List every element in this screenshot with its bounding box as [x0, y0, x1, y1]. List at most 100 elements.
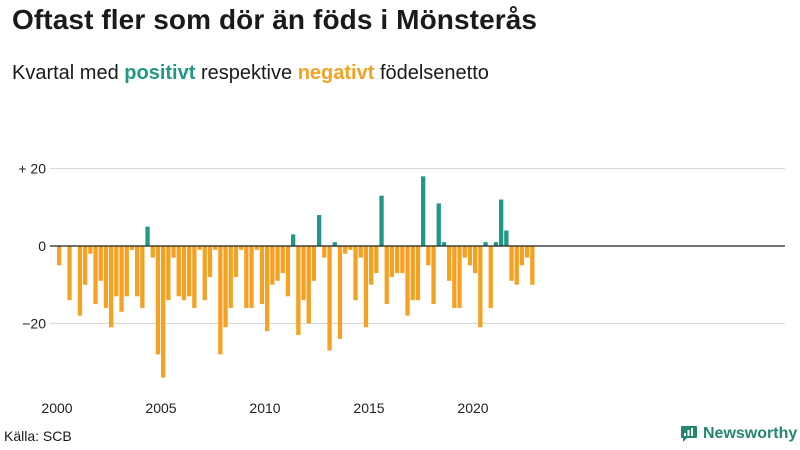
bar-2010Q1: [265, 246, 270, 332]
bar-2004Q3: [150, 246, 155, 258]
y-axis-ticks: + 20 0 −20: [18, 161, 46, 332]
bar-2010Q2: [270, 246, 275, 285]
bar-2015Q2: [374, 246, 379, 274]
bar-2013Q2: [332, 242, 337, 246]
bar-2019Q2: [457, 246, 462, 308]
bar-2000Q1: [57, 246, 62, 266]
x-tick-label: 2010: [249, 400, 280, 416]
subtitle-middle: respektive: [200, 62, 293, 84]
bar-2018Q4: [447, 246, 452, 281]
bar-2012Q4: [322, 246, 327, 258]
bar-2011Q1: [285, 246, 291, 297]
bar-2021Q2: [499, 199, 504, 246]
bar-2006Q3: [192, 246, 197, 308]
bar-2017Q1: [410, 246, 415, 301]
bar-2005Q4: [176, 246, 181, 297]
y-tick-label: + 20: [18, 161, 46, 177]
x-axis-ticks: 2000 2005 2010 2015 2020: [41, 400, 488, 416]
y-tick-label: 0: [38, 238, 46, 254]
x-tick-label: 2005: [145, 400, 176, 416]
bar-2004Q2: [145, 226, 150, 246]
bar-2020Q3: [483, 242, 488, 246]
bar-2010Q3: [275, 246, 280, 281]
bar-2017Q3: [421, 176, 426, 246]
bar-2002Q2: [103, 246, 109, 308]
brand-logo[interactable]: Newsworthy: [680, 425, 797, 443]
bar-2011Q2: [291, 234, 296, 246]
bar-2001Q2: [83, 246, 88, 285]
bar-2012Q2: [311, 246, 317, 281]
bar-2019Q1: [452, 246, 457, 308]
subtitle-prefix: Kvartal med: [12, 62, 119, 84]
bar-2021Q4: [509, 246, 514, 281]
bar-2011Q3: [296, 246, 301, 336]
bar-2001Q1: [77, 246, 83, 316]
bar-2014Q4: [363, 246, 369, 328]
bar-2014Q1: [348, 246, 353, 250]
bar-2016Q2: [395, 246, 400, 274]
bar-2014Q2: [353, 246, 358, 301]
bar-2002Q1: [98, 246, 103, 281]
x-tick-label: 2000: [41, 400, 72, 416]
newsworthy-logo-icon: [681, 426, 697, 442]
bar-2005Q3: [171, 246, 176, 258]
source-note: Källa: SCB: [4, 428, 72, 444]
bar-2017Q4: [426, 246, 431, 266]
bar-2004Q4: [155, 246, 161, 355]
bar-2018Q3: [441, 242, 447, 246]
gridlines: [50, 168, 785, 324]
bar-2009Q3: [254, 246, 259, 250]
bar-2012Q3: [317, 215, 322, 246]
bar-2022Q3: [525, 246, 530, 258]
bar-2001Q3: [88, 246, 93, 254]
bar-2018Q1: [431, 246, 436, 305]
bar-2005Q1: [161, 246, 166, 378]
bar-2008Q3: [233, 246, 239, 277]
bar-2007Q4: [218, 246, 223, 355]
bar-2012Q1: [306, 246, 311, 324]
bar-2020Q4: [488, 246, 493, 308]
bar-2013Q3: [337, 246, 343, 339]
y-tick-label: −20: [22, 315, 46, 331]
bar-2002Q4: [114, 246, 119, 297]
bar-2015Q3: [379, 195, 384, 246]
bar-2003Q1: [119, 246, 124, 312]
bar-2007Q3: [213, 246, 218, 250]
bar-2020Q2: [478, 246, 483, 328]
bar-2010Q4: [280, 246, 285, 274]
bar-2015Q1: [369, 246, 374, 285]
bar-2019Q4: [467, 246, 473, 266]
chart-subtitle: Kvartal med positivt respektive negativt…: [12, 62, 489, 85]
bar-2009Q1: [244, 246, 249, 308]
x-tick-label: 2020: [457, 400, 488, 416]
bar-2002Q3: [109, 246, 114, 328]
bar-2021Q1: [493, 242, 499, 246]
bar-2015Q4: [384, 246, 389, 305]
bars: [57, 176, 535, 378]
bar-2022Q2: [519, 246, 525, 266]
bar-2003Q3: [129, 246, 135, 250]
bar-2003Q2: [124, 246, 129, 297]
bar-2008Q2: [228, 246, 233, 308]
bar-2007Q2: [207, 246, 213, 277]
bar-2016Q4: [405, 246, 410, 316]
bar-2007Q1: [202, 246, 207, 301]
bar-2008Q1: [223, 246, 228, 328]
bar-2016Q3: [400, 246, 405, 274]
bar-2022Q4: [530, 246, 535, 285]
bar-2011Q4: [301, 246, 306, 301]
bar-2014Q3: [358, 246, 363, 258]
subtitle-suffix: födelsenetto: [379, 62, 489, 84]
bar-2001Q4: [93, 246, 98, 305]
subtitle-negative-label: negativt: [297, 62, 375, 84]
bar-2020Q1: [473, 246, 478, 274]
bar-2018Q2: [436, 203, 441, 246]
bar-2006Q1: [181, 246, 187, 301]
bar-2005Q2: [166, 246, 171, 301]
bar-2013Q1: [327, 246, 332, 351]
x-tick-label: 2015: [353, 400, 384, 416]
bar-2000Q3: [67, 246, 72, 301]
bar-2022Q1: [514, 246, 519, 285]
bar-2006Q4: [197, 246, 202, 250]
